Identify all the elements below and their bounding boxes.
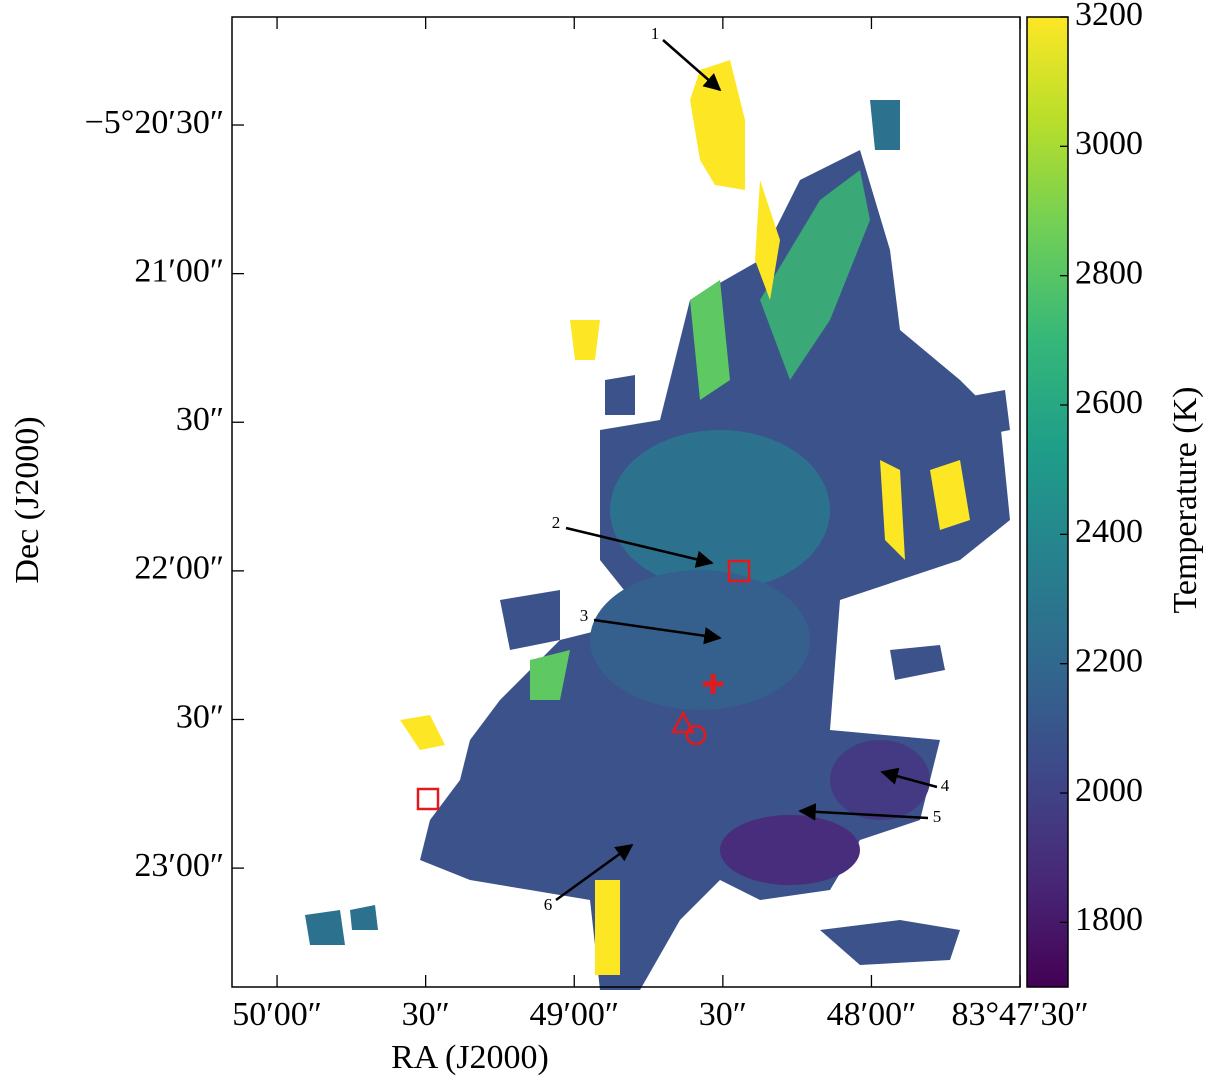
x-tick-label: 48′00″	[827, 996, 917, 1033]
region	[755, 180, 780, 300]
arrow	[555, 843, 634, 902]
region	[500, 590, 560, 650]
y-tick-label: 22′00″	[134, 550, 224, 587]
x-axis-label: RA (J2000)	[391, 1039, 549, 1076]
y-tick-label: 23′00″	[134, 847, 224, 884]
region	[880, 460, 905, 560]
region	[350, 905, 378, 930]
colorbar-tick-label: 2800	[1075, 254, 1143, 291]
colorbar	[1026, 16, 1069, 988]
arrow	[662, 39, 722, 92]
region	[950, 390, 1010, 440]
triangle-marker	[670, 710, 696, 734]
arrow	[565, 526, 714, 568]
region	[530, 650, 570, 700]
arrow	[798, 803, 929, 821]
annotation: 3	[580, 606, 589, 625]
y-axis-label: Dec (J2000)	[9, 416, 46, 583]
region	[870, 100, 900, 150]
region	[595, 880, 620, 975]
annotation: 2	[552, 513, 561, 532]
region	[605, 375, 635, 415]
annotation: 4	[941, 776, 950, 795]
region	[400, 715, 445, 750]
arrow	[880, 767, 938, 789]
region	[930, 460, 970, 530]
colorbar-tick-label: 1800	[1075, 901, 1143, 938]
region	[570, 320, 600, 360]
colorbar-tick-label: 2400	[1075, 513, 1143, 550]
region	[760, 170, 870, 380]
colorbar-tick-label: 3000	[1075, 125, 1143, 162]
region	[690, 280, 730, 400]
region	[820, 920, 960, 965]
region	[690, 60, 745, 190]
region	[590, 570, 810, 710]
markers	[416, 559, 751, 811]
x-tick-label: 50′00″	[232, 996, 322, 1033]
region	[305, 910, 345, 945]
annotation: 1	[651, 24, 660, 43]
arrow	[593, 618, 722, 645]
colorbar-tick-label: 2200	[1075, 642, 1143, 679]
x-tick-label: 30″	[699, 996, 747, 1033]
colorbar-tick-label: 2000	[1075, 772, 1143, 809]
annotations	[555, 39, 938, 902]
square-marker	[416, 787, 440, 811]
y-tick-label: 30″	[176, 698, 224, 735]
region	[890, 645, 945, 680]
annotation: 5	[933, 807, 942, 826]
square-marker	[727, 559, 751, 583]
circle-marker	[685, 724, 707, 746]
x-tick-label: 30″	[402, 996, 450, 1033]
annotation: 6	[544, 895, 553, 914]
y-tick-label: 30″	[176, 401, 224, 438]
colorbar-tick-label: 2600	[1075, 384, 1143, 421]
y-tick-label: 21′00″	[134, 252, 224, 289]
region	[720, 815, 860, 885]
plus-marker	[703, 674, 723, 694]
region	[830, 740, 930, 820]
y-tick-label: −5°20′30″	[85, 104, 224, 141]
colorbar-tick-label: 3200	[1075, 0, 1143, 33]
map	[305, 60, 1010, 990]
x-tick-label: 49′00″	[529, 996, 619, 1033]
plot-frame	[231, 16, 1021, 988]
colorbar-label: Temperature (K)	[1167, 387, 1204, 614]
x-tick-label: 83°47′30″	[951, 996, 1088, 1033]
region	[610, 430, 830, 590]
